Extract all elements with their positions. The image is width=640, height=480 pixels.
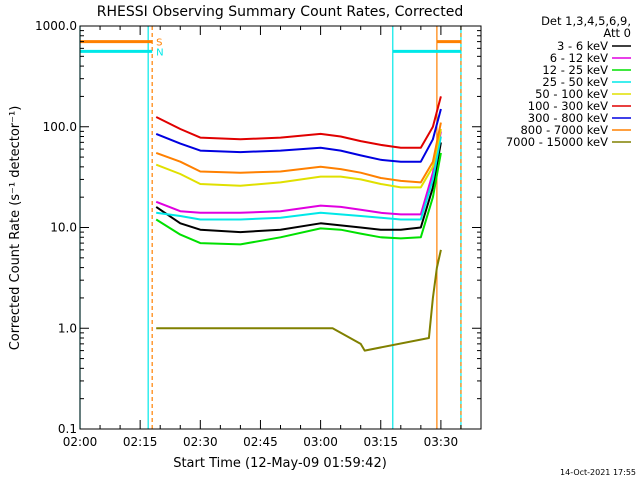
x-tick-label: 03:15: [363, 435, 398, 449]
plot-area: SN 1000.0 100.0 10.0 1.0 0.1 02:00 02:15 02:30…: [35, 19, 482, 449]
series-line-300-800-kev: [155, 108, 442, 163]
y-tick-label: 1.0: [58, 321, 77, 335]
legend-label-50-100-kev: 50 - 100 keV: [535, 87, 608, 101]
x-tick-label: 02:45: [243, 435, 278, 449]
chart-title: RHESSI Observing Summary Count Rates, Co…: [97, 4, 463, 20]
x-axis: 02:00 02:15 02:30 02:45 03:00 03:15 03:30: [63, 26, 482, 449]
series-line-25-50-kev: [156, 136, 442, 221]
legend-header-1: Det 1,3,4,5,6,9,: [541, 14, 631, 28]
y-tick-label: 100.0: [43, 120, 77, 134]
vertical-markers: [79, 26, 462, 429]
series-lines: [155, 96, 442, 352]
x-tick-label: 03:30: [424, 435, 459, 449]
flag-label-s: S: [156, 38, 162, 49]
series-line-6-12-kev: [155, 131, 442, 216]
generation-timestamp: 14-Oct-2021 17:55: [560, 468, 636, 477]
x-axis-label: Start Time (12-May-09 01:59:42): [173, 456, 387, 471]
series-line-12-25-kev: [155, 152, 442, 246]
series-line-7000-15000-kev: [156, 249, 442, 352]
y-tick-label: 10.0: [50, 221, 77, 235]
legend-label-25-50-kev: 25 - 50 keV: [542, 75, 608, 89]
series-line-50-100-kev: [155, 128, 442, 189]
series-line-100-300-kev: [155, 96, 442, 149]
legend-label-7000-15000-kev: 7000 - 15000 keV: [506, 135, 608, 149]
legend-header-2: Att 0: [603, 26, 631, 40]
legend-label-12-25-kev: 12 - 25 keV: [542, 63, 608, 77]
state-flags: SN: [80, 38, 461, 58]
y-tick-label: 0.1: [58, 422, 77, 436]
series-line-800-7000-kev: [155, 122, 442, 184]
legend-label-3-6-kev: 3 - 6 keV: [557, 39, 608, 53]
legend-label-300-800-kev: 300 - 800 keV: [528, 111, 608, 125]
series-line-3-6-kev: [155, 142, 442, 234]
x-tick-label: 02:30: [183, 435, 218, 449]
legend-label-100-300-kev: 100 - 300 keV: [528, 99, 608, 113]
x-tick-label: 02:00: [63, 435, 98, 449]
y-axis: 1000.0 100.0 10.0 1.0 0.1: [35, 19, 481, 436]
y-tick-label: 1000.0: [35, 19, 77, 33]
flag-label-n: N: [156, 47, 163, 58]
x-tick-label: 02:15: [123, 435, 158, 449]
legend-label-6-12-kev: 6 - 12 keV: [550, 51, 608, 65]
legend-label-800-7000-kev: 800 - 7000 keV: [520, 123, 608, 137]
y-axis-label: Corrected Count Rate (s⁻¹ detector⁻¹): [8, 106, 23, 351]
x-tick-label: 03:00: [303, 435, 338, 449]
